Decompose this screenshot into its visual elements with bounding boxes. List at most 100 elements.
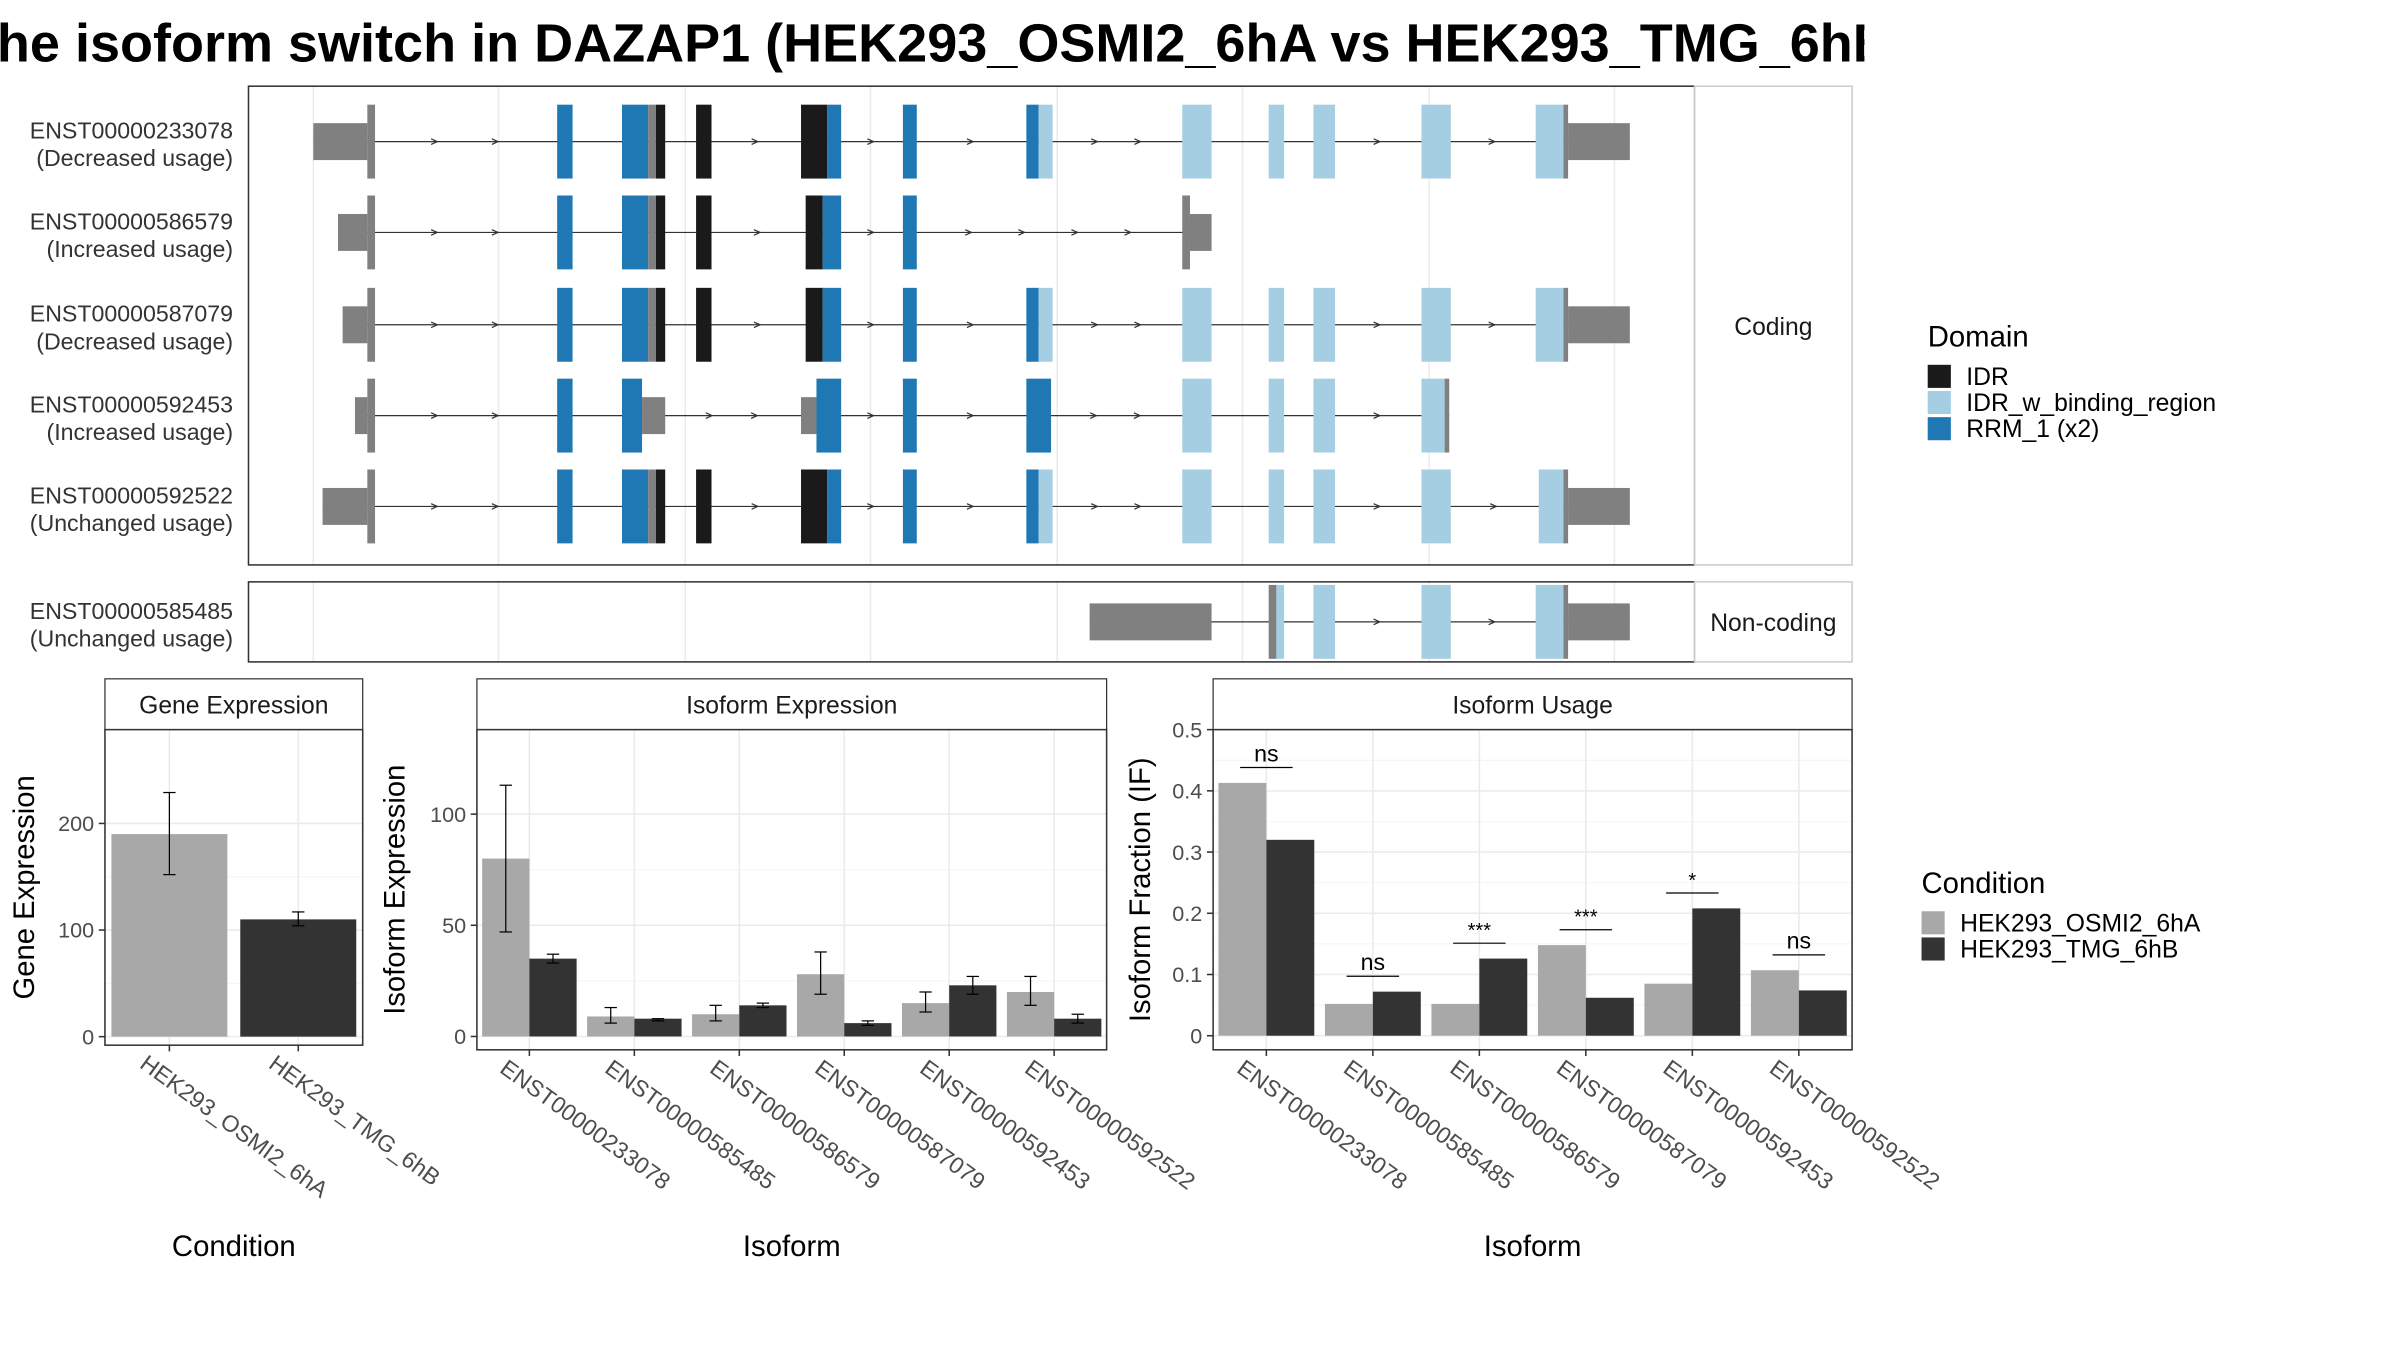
exon-domain-block — [801, 469, 828, 544]
utr-block — [1563, 287, 1569, 362]
direction-arrow — [966, 503, 975, 510]
exon-domain-block — [902, 469, 917, 544]
legend-swatch — [1927, 417, 1951, 441]
utr-block — [342, 306, 368, 344]
y-axis-title: Isoform Fraction (IF) — [1124, 757, 1157, 1022]
direction-arrow — [753, 229, 762, 236]
exon-domain-block — [1026, 104, 1039, 179]
x-tick-label: ENST00000233078 — [496, 1054, 676, 1194]
isoform-track — [1089, 584, 1630, 659]
direction-arrow — [867, 321, 876, 329]
domain-legend-title: Domain — [1928, 320, 2029, 353]
structure-panel-non-coding: Non-coding — [247, 581, 1853, 663]
exon-domain-block — [1313, 378, 1336, 453]
utr-block — [338, 213, 368, 251]
direction-arrow — [1090, 503, 1099, 510]
direction-arrow — [966, 138, 975, 145]
isoform-usage-label: (Unchanged usage) — [30, 626, 233, 652]
isoform-id-label: ENST00000233078 — [30, 118, 233, 144]
x-tick-label: ENST00000585485 — [601, 1054, 781, 1194]
bar — [1266, 839, 1315, 1036]
exon-domain-block — [1313, 469, 1336, 544]
isoform-track — [342, 287, 1630, 362]
utr-block — [322, 487, 368, 525]
exon-domain-block — [827, 104, 842, 179]
exon-domain-block — [1538, 469, 1564, 544]
legend-label: HEK293_OSMI2_6hA — [1960, 910, 2201, 937]
exon-domain-block — [822, 195, 842, 270]
direction-arrow — [430, 321, 439, 329]
direction-arrow — [491, 321, 500, 329]
isoform-id-label: ENST00000592453 — [30, 392, 233, 418]
utr-block — [367, 104, 376, 179]
utr-block — [367, 469, 376, 544]
isoform-usage-label: (Increased usage) — [47, 236, 234, 262]
direction-arrow — [966, 321, 975, 329]
y-tick-label: 0.4 — [1172, 779, 1202, 804]
utr-block — [1089, 603, 1212, 641]
direction-arrow — [1134, 138, 1143, 145]
y-tick-label: 0.5 — [1172, 717, 1202, 742]
direction-arrow — [1090, 321, 1099, 329]
legend-label: IDR_w_binding_region — [1966, 390, 2216, 417]
isoform-usage-label: (Increased usage) — [47, 419, 234, 445]
direction-arrow — [1488, 618, 1497, 626]
exon-domain-block — [805, 287, 823, 362]
chart-title-strip — [476, 678, 1108, 731]
exon-domain-block — [902, 378, 917, 453]
exon-domain-block — [1268, 104, 1285, 179]
y-tick-label: 0.2 — [1172, 901, 1202, 926]
direction-arrow — [1373, 503, 1382, 510]
utr-block — [801, 397, 817, 435]
facet-strip-label: Non-coding — [1710, 610, 1836, 637]
bar — [1431, 1003, 1480, 1036]
isoform-usage-label: (Decreased usage) — [36, 145, 233, 171]
exon-domain-block — [696, 287, 712, 362]
bar — [1324, 1003, 1373, 1036]
isoform-track — [313, 104, 1630, 179]
utr-block — [367, 378, 376, 453]
exon-domain-block — [557, 195, 573, 270]
exon-domain-block — [1313, 104, 1336, 179]
legend-label: IDR — [1966, 364, 2009, 391]
exon-domain-block — [1421, 287, 1451, 362]
direction-arrow — [1373, 321, 1382, 329]
bar — [1585, 997, 1634, 1036]
direction-arrow — [1134, 321, 1143, 329]
exon-domain-block — [1026, 378, 1052, 453]
utr-block — [1563, 584, 1569, 659]
facet-strip — [1693, 85, 1853, 566]
exon-domain-block — [557, 378, 573, 453]
exon-domain-block — [557, 469, 573, 544]
bar — [1750, 970, 1799, 1036]
isoform-id-label: ENST00000587079 — [30, 301, 233, 327]
legend-label: HEK293_TMG_6hB — [1960, 936, 2178, 963]
direction-arrow — [1373, 412, 1382, 419]
chart-isoform-usage: Isoform Usagensns*******ns00.10.20.30.40… — [1124, 678, 1945, 1263]
bar — [844, 1023, 892, 1037]
y-tick-label: 0 — [82, 1024, 94, 1049]
utr-block — [1568, 487, 1630, 525]
significance-label: * — [1688, 870, 1696, 892]
direction-arrow — [1488, 321, 1497, 329]
direction-arrow — [430, 138, 439, 145]
exon-domain-block — [1268, 287, 1285, 362]
exon-domain-block — [621, 195, 649, 270]
exon-domain-block — [1421, 584, 1451, 659]
significance-label: ns — [1787, 928, 1811, 954]
exon-domain-block — [822, 287, 842, 362]
legend-swatch — [1921, 911, 1945, 935]
x-tick-label: ENST00000592522 — [1020, 1054, 1200, 1194]
y-axis-title: Isoform Expression — [378, 765, 411, 1015]
exon-domain-block — [557, 287, 573, 362]
facet-strip — [1693, 581, 1853, 663]
utr-block — [1568, 306, 1630, 344]
exon-domain-block — [1182, 104, 1212, 179]
exon-domain-block — [1313, 584, 1336, 659]
utr-block — [367, 195, 376, 270]
x-tick-label: ENST00000592453 — [915, 1054, 1095, 1194]
exon-domain-block — [696, 469, 712, 544]
x-axis-title: Condition — [172, 1230, 296, 1263]
